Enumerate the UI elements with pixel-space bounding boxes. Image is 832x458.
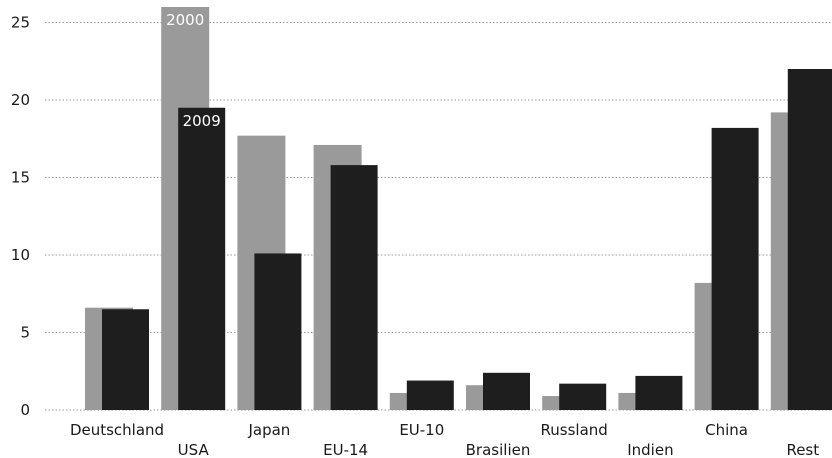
bar-2009-0 <box>102 309 149 410</box>
y-tick-label: 25 <box>11 14 30 32</box>
bar-2009-4 <box>406 380 454 410</box>
y-tick-label: 5 <box>20 324 30 342</box>
x-axis-labels: Deutschland USA Japan EU-14 EU-10 Brasilien Ru… <box>70 421 819 458</box>
category-label: Indien <box>627 441 673 458</box>
y-tick-label: 20 <box>11 91 30 109</box>
y-tick-label: 15 <box>11 169 30 187</box>
category-label: Russland <box>541 421 608 439</box>
bar-2009-2 <box>254 253 302 410</box>
bar-2009-8 <box>711 127 759 411</box>
series-label-2000: 2000 <box>166 11 204 29</box>
category-label: Brasilien <box>466 441 531 458</box>
bar-2009-9 <box>787 69 832 410</box>
category-label: China <box>705 421 748 439</box>
series-label-2009: 2009 <box>183 112 221 130</box>
category-label: Rest <box>786 441 819 458</box>
bar-2009-7 <box>635 375 683 410</box>
category-label: EU-14 <box>323 441 368 458</box>
category-label: EU-10 <box>399 421 444 439</box>
bar-2009-6 <box>559 383 607 410</box>
bar-2009-5 <box>483 372 530 410</box>
category-label: Japan <box>247 421 290 439</box>
y-axis-ticks: 0 5 10 15 20 25 <box>11 14 30 420</box>
bar-2009-1 <box>178 107 226 410</box>
category-label: USA <box>178 441 210 458</box>
bars <box>85 7 832 411</box>
bar-2009-3 <box>330 165 378 410</box>
series-labels: 2000 2009 <box>166 11 221 130</box>
y-tick-label: 0 <box>20 401 30 419</box>
y-tick-label: 10 <box>11 246 30 264</box>
category-label: Deutschland <box>70 421 164 439</box>
